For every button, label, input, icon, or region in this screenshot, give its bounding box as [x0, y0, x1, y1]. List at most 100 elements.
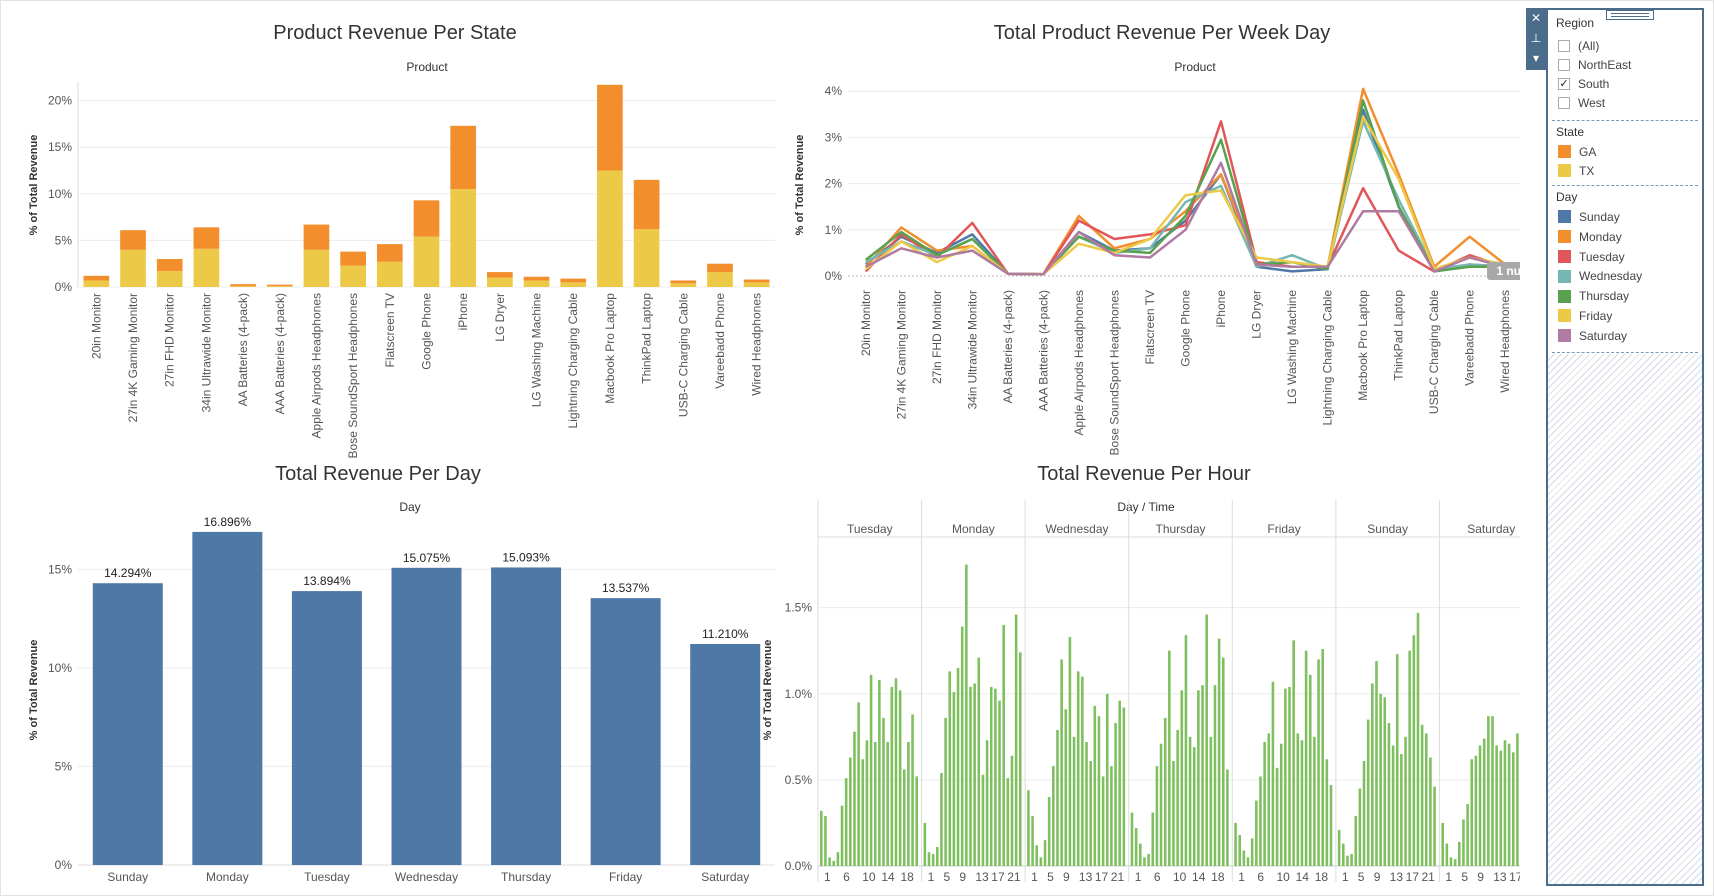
hour-bar[interactable] [1313, 736, 1316, 866]
hour-bar[interactable] [1105, 693, 1109, 866]
null-indicator[interactable]: 1 null [1487, 262, 1520, 280]
hour-bar[interactable] [1400, 754, 1403, 866]
bar-ga[interactable] [340, 251, 366, 266]
hour-bar[interactable] [1325, 759, 1329, 866]
bar-ga[interactable] [156, 259, 183, 272]
bar-ga[interactable] [266, 284, 293, 287]
hour-bar[interactable] [1445, 843, 1449, 866]
hour-bar[interactable] [1354, 816, 1358, 866]
hour-bar[interactable] [1503, 740, 1507, 866]
hour-bar[interactable] [820, 810, 823, 866]
hour-bar[interactable] [1358, 788, 1362, 867]
hour-bar[interactable] [1342, 843, 1345, 866]
hour-bar[interactable] [1284, 688, 1287, 866]
hour-bar[interactable] [1491, 716, 1494, 866]
day-bar[interactable] [92, 583, 163, 865]
hour-bar[interactable] [1056, 729, 1059, 866]
bar-ga[interactable] [413, 200, 440, 237]
hour-bar[interactable] [1271, 681, 1275, 866]
hour-bar[interactable] [1308, 674, 1312, 866]
bar-tx[interactable] [597, 170, 623, 287]
hour-bar[interactable] [832, 860, 836, 866]
hour-bar[interactable] [1383, 697, 1387, 866]
hour-bar[interactable] [1101, 776, 1105, 866]
bar-ga[interactable] [670, 280, 697, 284]
checkbox-icon[interactable] [1558, 58, 1570, 71]
hour-bar[interactable] [1072, 736, 1076, 866]
hour-bar[interactable] [1035, 845, 1039, 866]
hour-bar[interactable] [1201, 685, 1204, 866]
hour-bar[interactable] [878, 680, 881, 866]
checkbox-icon[interactable] [1558, 39, 1570, 52]
day-bar[interactable] [491, 567, 562, 865]
hour-bar[interactable] [1068, 636, 1072, 866]
bar-ga[interactable] [707, 263, 733, 273]
hour-bar[interactable] [1234, 822, 1237, 866]
hour-bar[interactable] [1122, 707, 1126, 866]
hour-bar[interactable] [1118, 700, 1121, 866]
hour-bar[interactable] [1420, 724, 1424, 866]
hour-bar[interactable] [857, 702, 860, 866]
region-option[interactable]: ✓ South [1558, 76, 1609, 92]
day-legend-item[interactable]: Friday [1558, 308, 1612, 324]
drag-handle[interactable] [1606, 10, 1654, 20]
hour-bar[interactable] [1085, 742, 1088, 866]
hour-bar[interactable] [985, 740, 989, 866]
region-option[interactable]: (All) [1558, 38, 1599, 54]
hour-bar[interactable] [1209, 736, 1213, 866]
hour-bar[interactable] [1192, 747, 1196, 866]
hour-bar[interactable] [1300, 740, 1304, 866]
hour-bar[interactable] [1238, 835, 1242, 866]
hour-bar[interactable] [1395, 654, 1399, 866]
hour-bar[interactable] [1487, 716, 1490, 866]
hour-bar[interactable] [940, 773, 943, 866]
hour-bar[interactable] [1404, 736, 1407, 866]
hour-bar[interactable] [1350, 853, 1353, 866]
hour-bar[interactable] [1043, 840, 1047, 866]
bar-ga[interactable] [303, 224, 330, 250]
day-bar[interactable] [690, 644, 761, 865]
checkbox-icon[interactable] [1558, 96, 1570, 109]
bar-tx[interactable] [230, 286, 256, 287]
bar-tx[interactable] [487, 277, 513, 287]
hour-bar[interactable] [1296, 733, 1300, 866]
hour-bar[interactable] [1321, 649, 1324, 866]
hour-bar[interactable] [1052, 766, 1055, 866]
hour-bar[interactable] [1478, 745, 1482, 866]
hour-bar[interactable] [882, 717, 885, 866]
hour-bar[interactable] [1168, 650, 1171, 866]
bar-ga[interactable] [230, 284, 256, 287]
hour-bar[interactable] [1089, 760, 1092, 866]
bar-ga[interactable] [193, 227, 220, 249]
hour-bar[interactable] [994, 688, 997, 866]
hour-bar[interactable] [1031, 816, 1034, 866]
hour-bar[interactable] [1205, 614, 1208, 866]
hour-bar[interactable] [1151, 812, 1155, 866]
bar-ga[interactable] [560, 278, 587, 283]
hour-bar[interactable] [1255, 800, 1258, 866]
hour-bar[interactable] [1511, 752, 1515, 866]
hour-bar[interactable] [1018, 652, 1022, 866]
hour-bar[interactable] [1197, 690, 1200, 866]
hour-bar[interactable] [1226, 769, 1229, 866]
hour-bar[interactable] [1172, 760, 1175, 866]
hour-bar[interactable] [1412, 635, 1416, 866]
hour-bar[interactable] [1184, 635, 1188, 866]
hour-bar[interactable] [960, 626, 964, 866]
hour-bar[interactable] [1462, 819, 1465, 867]
bar-tx[interactable] [156, 271, 183, 287]
hour-bar[interactable] [1097, 716, 1101, 866]
hour-bar[interactable] [1246, 857, 1250, 866]
day-bar[interactable] [192, 531, 263, 865]
hour-bar[interactable] [1470, 759, 1474, 866]
hour-bar[interactable] [1176, 729, 1179, 866]
hour-bar[interactable] [1039, 857, 1043, 866]
hour-bar[interactable] [989, 686, 993, 866]
hour-bar[interactable] [1093, 705, 1097, 866]
hour-bar[interactable] [1076, 671, 1080, 866]
hour-bar[interactable] [840, 805, 844, 866]
bar-tx[interactable] [743, 282, 770, 287]
hour-bar[interactable] [853, 731, 856, 866]
hour-bar[interactable] [911, 714, 914, 866]
bar-ga[interactable] [376, 244, 403, 262]
